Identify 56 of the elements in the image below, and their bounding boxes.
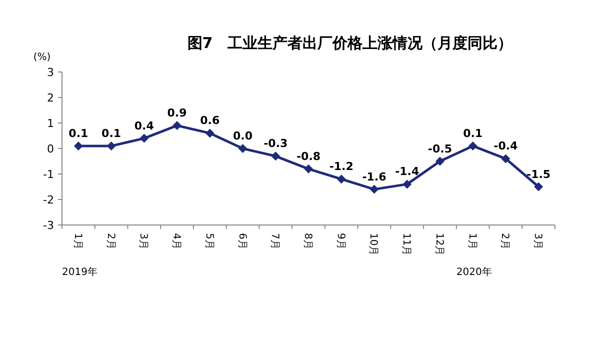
y-axis-title: (%) xyxy=(33,52,51,63)
x-tick-label: 3月 xyxy=(532,233,544,250)
point xyxy=(140,134,149,143)
data-label: -1.2 xyxy=(329,160,354,174)
y-tick-label: 3 xyxy=(47,66,54,79)
data-label: -1.6 xyxy=(362,170,387,184)
data-label: -1.4 xyxy=(395,165,420,178)
x-tick-label: 9月 xyxy=(334,233,346,250)
chart-title: 图7 工业生产者出厂价格上涨情况（月度同比） xyxy=(187,34,513,52)
x-tick-label: 7月 xyxy=(269,233,280,250)
text: 2019年 xyxy=(62,266,98,278)
point xyxy=(435,156,444,166)
data-label: 0.9 xyxy=(167,106,187,120)
data-label: 0.1 xyxy=(68,126,88,140)
x-tick-label: 4月 xyxy=(170,233,182,250)
data-label: -1.5 xyxy=(526,168,551,181)
point xyxy=(304,164,313,174)
point xyxy=(205,128,214,138)
data-label: -0.8 xyxy=(296,150,321,163)
y-tick-label: 0 xyxy=(47,142,54,156)
x-tick-label: 11月 xyxy=(400,233,412,256)
data-label: 0.6 xyxy=(200,114,220,128)
y-tick-label: 1 xyxy=(47,116,54,130)
y-tick-label: -1 xyxy=(43,168,54,181)
point xyxy=(106,141,116,150)
point xyxy=(468,141,478,150)
data-label: -0.3 xyxy=(264,137,288,150)
data-label: 0.0 xyxy=(233,130,253,142)
x-tick-label: 6月 xyxy=(236,233,248,250)
point xyxy=(238,144,248,153)
data-label: 0.4 xyxy=(134,119,154,132)
y-tick-label: 2 xyxy=(47,91,54,104)
point xyxy=(74,141,83,150)
data-label: 0.1 xyxy=(102,126,122,140)
y-tick-label: -2 xyxy=(43,193,54,206)
point xyxy=(534,182,544,192)
x-tick-label: 3月 xyxy=(138,233,149,250)
x-tick-label: 2月 xyxy=(104,233,116,250)
x-tick-label: 1月 xyxy=(466,233,478,250)
point xyxy=(336,174,346,184)
x-tick-label: 2月 xyxy=(499,233,510,250)
x-tick-label: 1月 xyxy=(72,233,83,250)
x-tick-label: 8月 xyxy=(302,233,313,250)
data-label: -0.4 xyxy=(494,140,518,153)
text: 2020年 xyxy=(456,266,492,278)
point xyxy=(370,184,379,194)
point xyxy=(271,152,280,161)
x-tick-label: 10月 xyxy=(368,233,379,256)
point xyxy=(402,180,412,189)
x-tick-label: 5月 xyxy=(203,233,214,250)
y-tick-label: -3 xyxy=(43,218,54,232)
data-label: 0.1 xyxy=(463,126,483,140)
x-tick-label: 12月 xyxy=(433,233,444,256)
point xyxy=(501,154,510,164)
point xyxy=(172,121,182,130)
data-label: -0.5 xyxy=(428,142,452,156)
